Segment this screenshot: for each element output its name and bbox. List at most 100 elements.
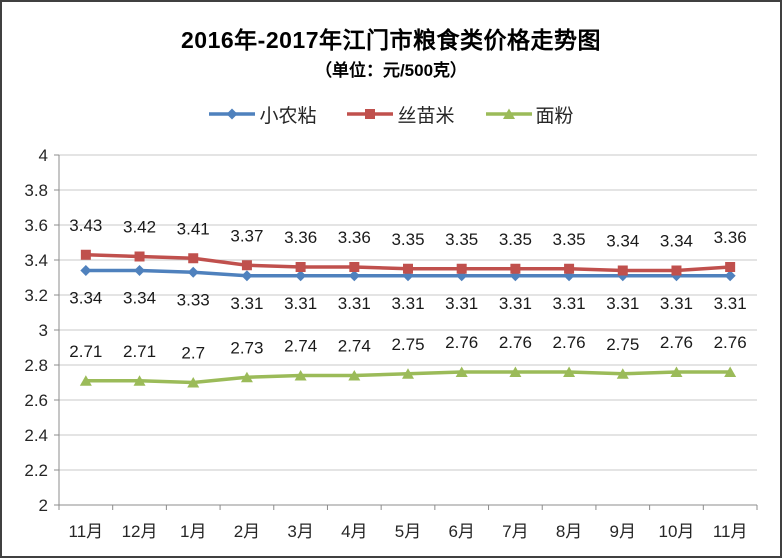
diamond-marker-icon [134,265,146,276]
data-label-丝苗米: 3.37 [230,226,263,245]
data-label-丝苗米: 3.35 [445,230,478,249]
data-label-小农粘: 3.31 [553,294,586,313]
x-axis-tick-label: 1月 [180,522,206,541]
y-axis-tick-label: 2 [39,496,48,515]
x-axis-tick-label: 8月 [556,522,582,541]
data-label-丝苗米: 3.35 [553,230,586,249]
square-marker-icon [510,263,521,274]
data-label-丝苗米: 3.36 [284,228,317,247]
square-marker-icon [564,263,575,274]
data-label-小农粘: 3.34 [69,289,102,308]
data-label-丝苗米: 3.35 [391,230,424,249]
square-marker-icon [617,265,628,276]
x-axis-tick-label: 10月 [659,522,695,541]
data-label-面粉: 2.75 [391,335,424,354]
diamond-marker-icon [724,270,736,282]
data-label-面粉: 2.76 [499,333,532,352]
y-axis-tick-label: 3 [39,321,48,340]
data-label-面粉: 2.76 [660,333,693,352]
x-axis-tick-label: 11月 [69,522,104,541]
data-label-丝苗米: 3.36 [714,228,747,247]
triangle-marker-icon [294,370,307,381]
data-label-小农粘: 3.31 [230,294,263,313]
legend-label: 面粉 [535,105,574,127]
y-axis-tick-label: 3.4 [24,251,48,270]
x-axis-tick-label: 9月 [610,522,636,541]
x-axis-tick-label: 11月 [713,522,748,541]
triangle-marker-icon [502,108,515,119]
square-marker-icon [188,253,199,264]
data-label-小农粘: 3.31 [391,294,424,313]
triangle-marker-icon [187,377,200,388]
diamond-marker-icon [80,265,92,276]
data-label-小农粘: 3.31 [284,294,317,313]
diamond-marker-icon [187,266,199,278]
triangle-marker-icon [402,368,414,379]
triangle-marker-icon [348,370,361,381]
data-label-面粉: 2.73 [230,338,263,357]
chart-subtitle: （单位：元/500克） [314,61,468,80]
data-label-面粉: 2.74 [338,337,371,356]
data-label-小农粘: 3.31 [338,294,371,313]
y-axis-tick-label: 2.8 [24,356,48,375]
data-label-面粉: 2.76 [445,333,478,352]
data-label-丝苗米: 3.42 [123,218,156,237]
legend: 小农粘 丝苗米 面粉 [2,101,780,127]
legend-item-面粉: 面粉 [485,101,574,128]
data-label-小农粘: 3.34 [123,289,156,308]
chart-title: 2016年-2017年江门市粮食类价格走势图 [181,27,601,53]
triangle-marker-icon [670,366,683,377]
data-label-面粉: 2.76 [714,333,747,352]
data-label-小农粘: 3.31 [660,294,693,313]
square-marker-icon [725,262,736,272]
y-axis-tick-label: 2.2 [24,461,48,480]
triangle-marker-icon [616,368,629,379]
data-label-丝苗米: 3.36 [338,228,371,247]
y-axis-tick-label: 4 [39,146,48,165]
x-axis-tick-label: 7月 [502,522,528,541]
legend-label: 丝苗米 [397,105,455,127]
data-label-丝苗米: 3.34 [660,232,693,251]
data-label-丝苗米: 3.41 [177,219,210,238]
x-axis-tick-label: 6月 [448,522,474,541]
y-axis-tick-label: 3.8 [24,181,48,200]
diamond-marker-icon [226,108,238,120]
data-label-面粉: 2.76 [553,333,586,352]
diamond-marker-icon [348,270,360,282]
y-axis-tick-label: 2.6 [24,391,48,410]
x-axis-tick-label: 3月 [287,522,313,541]
square-marker-icon [295,262,306,272]
triangle-marker-icon [240,371,253,383]
triangle-marker-icon [79,375,92,386]
data-label-小农粘: 3.31 [606,294,639,313]
x-axis-tick-label: 5月 [395,522,421,541]
x-axis-tick-label: 2月 [234,522,260,541]
triangle-marker-icon [455,366,468,377]
legend-label: 小农粘 [259,105,317,127]
data-label-丝苗米: 3.34 [606,232,639,251]
triangle-marker-icon [133,375,146,386]
data-label-面粉: 2.71 [123,342,156,361]
data-label-面粉: 2.71 [69,342,102,361]
data-label-面粉: 2.74 [284,337,317,356]
x-axis-tick-label: 4月 [341,522,367,541]
data-label-面粉: 2.75 [606,335,639,354]
square-marker-icon [671,265,682,276]
diamond-marker-icon [295,270,307,282]
square-marker-icon [241,260,252,271]
square-marker-icon [80,249,91,260]
square-marker-icon [456,263,467,274]
square-marker-icon [365,109,376,119]
square-marker-icon [403,263,413,274]
triangle-marker-icon [509,366,522,377]
data-label-面粉: 2.7 [181,344,205,363]
data-label-丝苗米: 3.35 [499,230,532,249]
diamond-marker-icon [241,270,253,282]
data-label-小农粘: 3.31 [445,294,478,313]
legend-triangle-icon [485,108,532,119]
x-axis-tick-label: 12月 [122,522,158,541]
y-axis-tick-label: 3.6 [24,216,48,235]
square-marker-icon [349,262,360,272]
